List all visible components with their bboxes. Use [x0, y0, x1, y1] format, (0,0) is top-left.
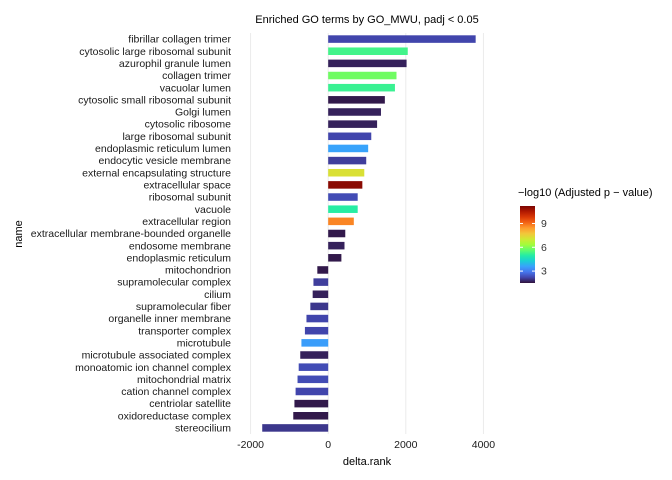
- y-tick-label: centriolar satellite: [149, 398, 231, 410]
- bar: [328, 59, 407, 68]
- bar: [328, 132, 372, 141]
- bar: [295, 387, 329, 396]
- colorbar-tick-label: 3: [541, 266, 547, 278]
- x-axis-title: delta.rank: [343, 456, 392, 468]
- bar: [304, 326, 329, 335]
- y-tick-label: collagen trimer: [162, 70, 231, 82]
- x-tick-label: 2000: [394, 439, 418, 451]
- bar: [328, 217, 354, 226]
- bar: [328, 205, 358, 213]
- y-tick-label: extracellular membrane-bounded organelle: [31, 228, 231, 240]
- y-tick-label: endoplasmic reticulum: [127, 252, 232, 264]
- y-tick-label: cytosolic ribosome: [145, 119, 232, 131]
- bar: [328, 181, 363, 189]
- y-tick-label: extracellular space: [143, 179, 231, 191]
- y-tick-label: organelle inner membrane: [108, 313, 231, 325]
- y-tick-label: cytosolic small ribosomal subunit: [78, 94, 231, 106]
- bar: [328, 241, 345, 250]
- bar: [317, 266, 329, 274]
- bar: [306, 314, 329, 323]
- y-tick-label: cation channel complex: [121, 386, 231, 398]
- bar: [310, 302, 329, 311]
- colorbar-ticks: 3 6 9: [520, 218, 547, 278]
- bar: [328, 229, 346, 238]
- bars-group: [262, 35, 476, 432]
- y-tick-label: microtubule: [177, 337, 231, 349]
- x-tick-labels: -2000 0 2000 4000: [237, 439, 495, 451]
- bar: [328, 71, 397, 80]
- bar: [328, 83, 395, 92]
- chart-title: Enriched GO terms by GO_MWU, padj < 0.05: [255, 14, 478, 26]
- y-tick-label: mitochondrion: [165, 265, 231, 277]
- y-tick-label: monoatomic ion channel complex: [75, 362, 232, 374]
- x-tick-label: 4000: [472, 439, 496, 451]
- y-tick-label: vacuolar lumen: [160, 82, 231, 94]
- y-tick-label: endosome membrane: [129, 240, 231, 252]
- y-tick-label: mitochondrial matrix: [137, 374, 232, 386]
- y-tick-label: stereocilium: [175, 423, 231, 435]
- bar: [328, 168, 365, 177]
- grid-lines: [250, 33, 484, 434]
- y-tick-label: vacuole: [195, 204, 231, 216]
- bar: [328, 35, 476, 43]
- bar: [328, 144, 369, 153]
- y-tick-label: azurophil granule lumen: [119, 58, 231, 70]
- bar: [328, 156, 367, 165]
- y-tick-label: transporter complex: [138, 325, 232, 337]
- colorbar-tick-label: 6: [541, 242, 547, 254]
- y-tick-label: extracellular region: [142, 216, 231, 228]
- x-tick-label: -2000: [237, 439, 264, 451]
- colorbar-tick-label: 9: [541, 218, 547, 230]
- bar: [294, 399, 329, 408]
- bar: [262, 424, 329, 432]
- bar: [293, 412, 329, 420]
- bar: [297, 375, 329, 384]
- bar: [312, 290, 329, 299]
- y-tick-label: cilium: [204, 289, 231, 301]
- bar: [328, 96, 385, 104]
- y-tick-label: supramolecular fiber: [136, 301, 232, 313]
- bar: [313, 278, 329, 286]
- y-axis-title: name: [13, 220, 25, 248]
- y-tick-label: oxidoreductase complex: [118, 410, 232, 422]
- bar: [301, 339, 329, 347]
- legend-title: −log10 (Adjusted p − value): [518, 187, 653, 199]
- colorbar: [520, 206, 535, 283]
- y-tick-label: external encapsulating structure: [82, 167, 231, 179]
- bar: [328, 193, 358, 201]
- bar: [328, 120, 378, 128]
- y-tick-label: supramolecular complex: [117, 277, 232, 289]
- color-legend: −log10 (Adjusted p − value) 3 6 9: [518, 187, 653, 283]
- y-tick-label: fibrillar collagen trimer: [128, 34, 231, 46]
- bar: [298, 363, 329, 371]
- y-tick-label: ribosomal subunit: [149, 192, 231, 204]
- y-tick-label: cytosolic large ribosomal subunit: [79, 46, 231, 58]
- y-tick-label: microtubule associated complex: [82, 350, 232, 362]
- bar: [328, 254, 342, 262]
- bar: [328, 108, 381, 116]
- bar: [300, 351, 329, 359]
- y-tick-label: Golgi lumen: [175, 107, 231, 119]
- y-tick-label: endoplasmic reticulum lumen: [95, 143, 231, 155]
- bar: [328, 47, 408, 55]
- y-tick-label: endocytic vesicle membrane: [99, 155, 232, 167]
- y-tick-label: large ribosomal subunit: [122, 131, 231, 143]
- x-tick-label: 0: [325, 439, 331, 451]
